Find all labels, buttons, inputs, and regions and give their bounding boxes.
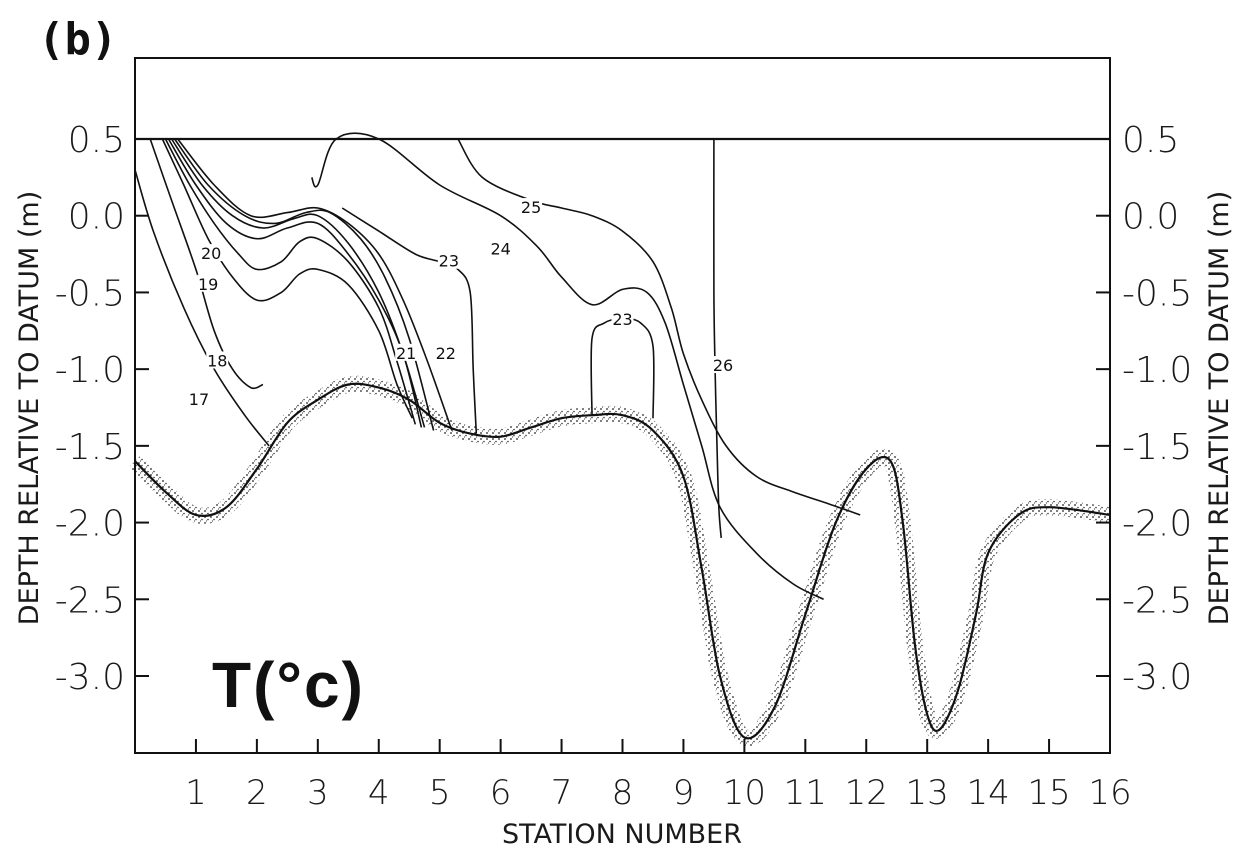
x-tick-label: 12 bbox=[845, 773, 888, 813]
contour-label-bg bbox=[437, 251, 460, 269]
contour-label-bg bbox=[434, 343, 457, 361]
contour-label-9: 23 bbox=[612, 310, 632, 329]
contour-label-bg bbox=[489, 239, 512, 257]
contour-label-6: 23 bbox=[439, 252, 459, 271]
x-tick-label: 4 bbox=[368, 773, 390, 813]
contour-label-bg bbox=[200, 244, 223, 262]
y-axis-label-left: DEPTH RELATIVE TO DATUM (m) bbox=[14, 191, 45, 625]
x-tick-label: 7 bbox=[551, 773, 573, 813]
contour-label-10: 26 bbox=[713, 356, 733, 375]
isotherm-1 bbox=[149, 138, 264, 390]
contour-label-1: 18 bbox=[207, 351, 227, 370]
isotherm-9 bbox=[310, 132, 824, 601]
contour-label-bg bbox=[520, 198, 543, 216]
contour-label-bg bbox=[197, 274, 220, 292]
isotherm-3 bbox=[164, 138, 417, 425]
contour-label-7: 24 bbox=[490, 239, 510, 258]
y-tick-label-left: -1.5 bbox=[55, 427, 125, 468]
x-tick-label: 6 bbox=[490, 773, 512, 813]
isotherm-7 bbox=[177, 138, 453, 431]
y-tick-label-right: -0.5 bbox=[1122, 273, 1192, 314]
y-tick-label-left: 0.5 bbox=[68, 120, 125, 161]
x-tick-label: 9 bbox=[673, 773, 695, 813]
panel-label: (b) bbox=[38, 14, 118, 65]
y-tick-label-right: 0.0 bbox=[1122, 197, 1179, 238]
x-tick-label: 13 bbox=[906, 773, 949, 813]
y-tick-label-left: -0.5 bbox=[55, 273, 125, 314]
y-tick-label-right: -2.5 bbox=[1122, 580, 1192, 621]
y-axis-label-right: DEPTH RELATIVE TO DATUM (m) bbox=[1204, 191, 1235, 625]
contour-label-bg bbox=[206, 351, 229, 369]
contour-label-3: 20 bbox=[201, 244, 221, 263]
x-tick-label: 1 bbox=[185, 773, 207, 813]
x-tick-label: 16 bbox=[1088, 773, 1131, 813]
isotherm-6 bbox=[173, 138, 435, 431]
isotherm-2 bbox=[161, 138, 414, 419]
y-tick-label-left: -2.0 bbox=[55, 504, 125, 545]
isotherm-0 bbox=[134, 169, 270, 447]
x-tick-label: 15 bbox=[1027, 773, 1070, 813]
isotherm-11 bbox=[590, 317, 655, 419]
y-tick-label-left: -3.0 bbox=[55, 657, 125, 698]
y-tick-label-right: -2.0 bbox=[1122, 504, 1192, 545]
y-tick-label-left: -1.0 bbox=[55, 350, 125, 391]
x-tick-label: 14 bbox=[966, 773, 1009, 813]
y-tick-label-left: 0.0 bbox=[68, 197, 125, 238]
isotherm-12 bbox=[713, 138, 722, 538]
x-tick-label: 2 bbox=[246, 773, 268, 813]
contour-label-5: 22 bbox=[436, 344, 456, 363]
seabed-line bbox=[134, 382, 1111, 740]
contour-label-8: 25 bbox=[521, 198, 541, 217]
contour-label-bg bbox=[187, 389, 210, 407]
contour-label-4: 21 bbox=[396, 344, 416, 363]
x-tick-label: 3 bbox=[307, 773, 329, 813]
contour-label-bg bbox=[395, 343, 418, 361]
x-axis-label: STATION NUMBER bbox=[502, 819, 742, 850]
y-tick-label-right: -1.0 bbox=[1122, 350, 1192, 391]
y-tick-label-right: 0.5 bbox=[1122, 120, 1179, 161]
contour-label-2: 19 bbox=[198, 275, 218, 294]
x-tick-label: 11 bbox=[784, 773, 827, 813]
isotherm-10 bbox=[457, 138, 861, 516]
y-tick-label-right: -1.5 bbox=[1122, 427, 1192, 468]
x-tick-label: 5 bbox=[429, 773, 451, 813]
y-tick-label-right: -3.0 bbox=[1122, 657, 1192, 698]
y-tick-label-left: -2.5 bbox=[55, 580, 125, 621]
contour-label-bg bbox=[712, 356, 735, 374]
x-tick-label: 10 bbox=[723, 773, 766, 813]
contour-label-0: 17 bbox=[189, 390, 209, 409]
contour-label-bg bbox=[611, 310, 634, 328]
x-tick-label: 8 bbox=[612, 773, 634, 813]
isotherm-5 bbox=[170, 138, 426, 428]
chart-title: T(°c) bbox=[212, 649, 365, 721]
